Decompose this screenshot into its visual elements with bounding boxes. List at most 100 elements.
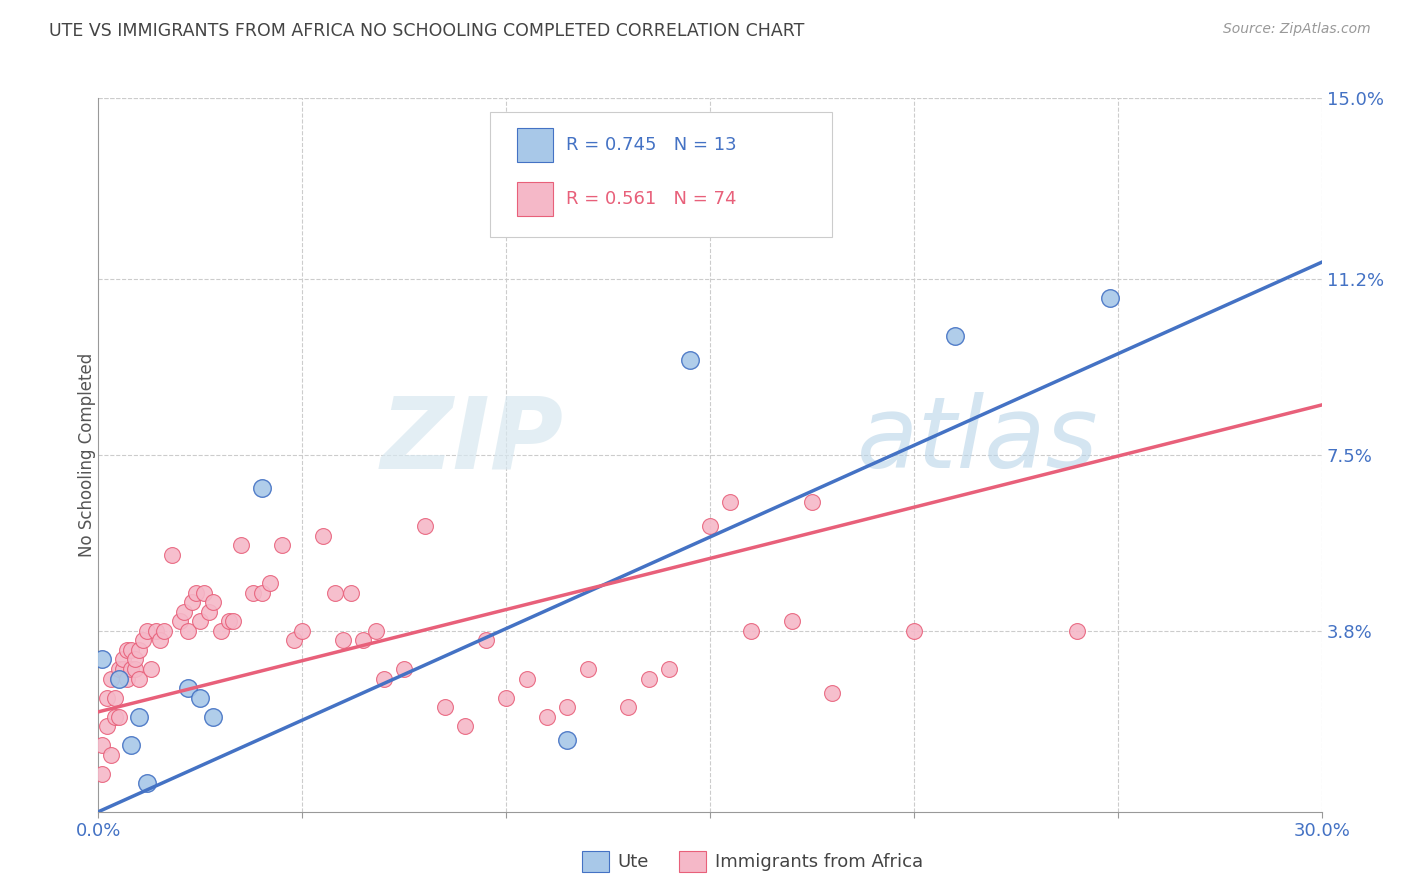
Point [291,624,314,638]
Point [557,733,579,747]
Point [160,548,183,562]
Point [197,605,219,619]
Point [128,709,150,723]
Point [242,586,264,600]
Point [364,624,387,638]
Point [516,672,538,686]
Point [152,624,174,638]
Point [720,495,742,509]
Bar [517,182,554,216]
Point [115,672,138,686]
Text: Source: ZipAtlas.com: Source: ZipAtlas.com [1223,22,1371,37]
Point [413,519,436,533]
Bar [517,128,554,162]
Point [188,690,212,705]
Bar [582,851,609,872]
Point [270,538,294,552]
Point [124,652,146,666]
Point [108,672,131,686]
Point [111,652,134,666]
Point [434,700,457,714]
FancyBboxPatch shape [489,112,832,237]
Point [104,690,127,705]
Point [181,595,204,609]
Point [780,615,803,629]
Point [943,329,966,343]
Text: Ute: Ute [617,853,648,871]
Point [111,662,134,676]
Point [617,700,640,714]
Point [177,624,200,638]
Point [91,766,114,780]
Point [373,672,395,686]
Point [495,690,517,705]
Point [149,633,172,648]
Point [132,633,155,648]
Point [658,662,681,676]
Point [91,652,114,666]
Point [100,747,122,762]
Point [474,633,498,648]
Point [638,672,661,686]
Point [392,662,416,676]
Point [124,662,146,676]
Point [136,776,159,790]
Point [100,672,122,686]
Point [177,681,200,695]
Point [222,615,245,629]
Point [120,643,142,657]
Point [340,586,363,600]
Point [201,595,224,609]
Point [201,709,224,723]
Point [128,672,150,686]
Point [186,586,208,600]
Point [903,624,925,638]
Point [173,605,195,619]
Point [218,615,240,629]
Point [352,633,374,648]
Point [1066,624,1088,638]
Point [679,352,702,367]
Point [120,662,142,676]
Point [283,633,305,648]
Point [536,709,558,723]
Point [699,519,721,533]
Text: Immigrants from Africa: Immigrants from Africa [714,853,924,871]
Point [193,586,215,600]
Point [141,662,163,676]
Point [250,586,273,600]
Point [557,700,579,714]
Point [104,709,127,723]
Point [576,662,599,676]
Point [108,709,131,723]
Point [120,738,142,752]
Point [108,662,131,676]
Point [332,633,354,648]
Point [312,529,335,543]
Text: atlas: atlas [856,392,1098,489]
Point [115,643,138,657]
Text: R = 0.561   N = 74: R = 0.561 N = 74 [565,190,737,208]
Point [323,586,346,600]
Point [801,495,824,509]
Point [259,576,281,591]
Point [821,686,844,700]
Point [454,719,477,733]
Point [209,624,232,638]
Point [231,538,253,552]
Point [188,615,212,629]
Point [128,643,150,657]
Point [96,690,118,705]
Point [250,481,273,495]
Point [145,624,167,638]
Point [96,719,118,733]
Point [740,624,762,638]
Text: ZIP: ZIP [380,392,564,489]
Point [91,738,114,752]
Bar [679,851,706,872]
Point [169,615,191,629]
Text: R = 0.745   N = 13: R = 0.745 N = 13 [565,136,737,154]
Text: UTE VS IMMIGRANTS FROM AFRICA NO SCHOOLING COMPLETED CORRELATION CHART: UTE VS IMMIGRANTS FROM AFRICA NO SCHOOLI… [49,22,804,40]
Point [136,624,159,638]
Point [1098,291,1121,305]
